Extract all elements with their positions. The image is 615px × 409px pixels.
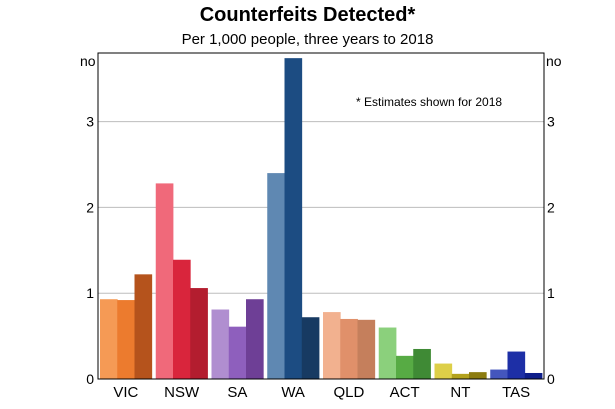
bar-act-1 [378, 327, 397, 379]
bar-nt-2 [451, 373, 470, 379]
chart-subtitle: Per 1,000 people, three years to 2018 [181, 31, 434, 48]
chart-title: Counterfeits Detected* [199, 4, 416, 26]
bar-nsw-2 [173, 259, 191, 379]
bar-tas-3 [524, 372, 543, 379]
bar-wa-2 [284, 58, 303, 380]
bar-act-3 [413, 348, 431, 379]
y-tick-labels: 0 0 1 1 2 2 3 3 [86, 114, 555, 387]
y-tick-left-3: 3 [86, 114, 94, 130]
bar-nt-3 [469, 372, 487, 379]
bar-nsw-1 [155, 183, 174, 379]
bar-vic-2 [117, 300, 135, 379]
y-tick-left-2: 2 [86, 199, 94, 215]
x-tick-sa: SA [227, 384, 247, 401]
left-axis-unit: no [80, 53, 96, 69]
bar-vic-3 [134, 274, 153, 379]
bar-sa-1 [211, 309, 230, 379]
plot-frame [97, 52, 545, 380]
x-tick-nt: NT [450, 384, 470, 401]
y-tick-left-1: 1 [86, 285, 94, 301]
x-tick-wa: WA [281, 384, 305, 401]
bars [100, 58, 543, 380]
y-tick-right-2: 2 [547, 199, 555, 215]
x-tick-vic: VIC [113, 384, 138, 401]
bar-tas-1 [490, 369, 508, 379]
bar-nsw-3 [190, 288, 208, 379]
bar-vic-1 [100, 299, 118, 379]
bar-sa-3 [246, 299, 264, 379]
x-tick-qld: QLD [333, 384, 364, 401]
bar-act-2 [396, 355, 414, 379]
chart-annotation: * Estimates shown for 2018 [356, 95, 502, 109]
bar-wa-1 [267, 173, 285, 379]
bar-tas-2 [507, 351, 526, 379]
x-tick-nsw: NSW [164, 384, 200, 401]
right-axis-unit: no [546, 53, 562, 69]
y-tick-right-3: 3 [547, 114, 555, 130]
bar-qld-3 [357, 319, 376, 379]
bar-sa-2 [228, 326, 247, 379]
x-tick-labels: VIC NSW SA WA QLD ACT NT TAS [113, 384, 530, 401]
y-tick-right-1: 1 [547, 285, 555, 301]
x-tick-tas: TAS [502, 384, 530, 401]
x-tick-act: ACT [390, 384, 420, 401]
y-tick-left-0: 0 [86, 371, 94, 387]
bar-qld-2 [340, 318, 358, 379]
bar-nt-1 [434, 363, 453, 379]
bar-qld-1 [323, 312, 341, 379]
y-tick-right-0: 0 [547, 371, 555, 387]
bar-wa-3 [301, 317, 320, 379]
